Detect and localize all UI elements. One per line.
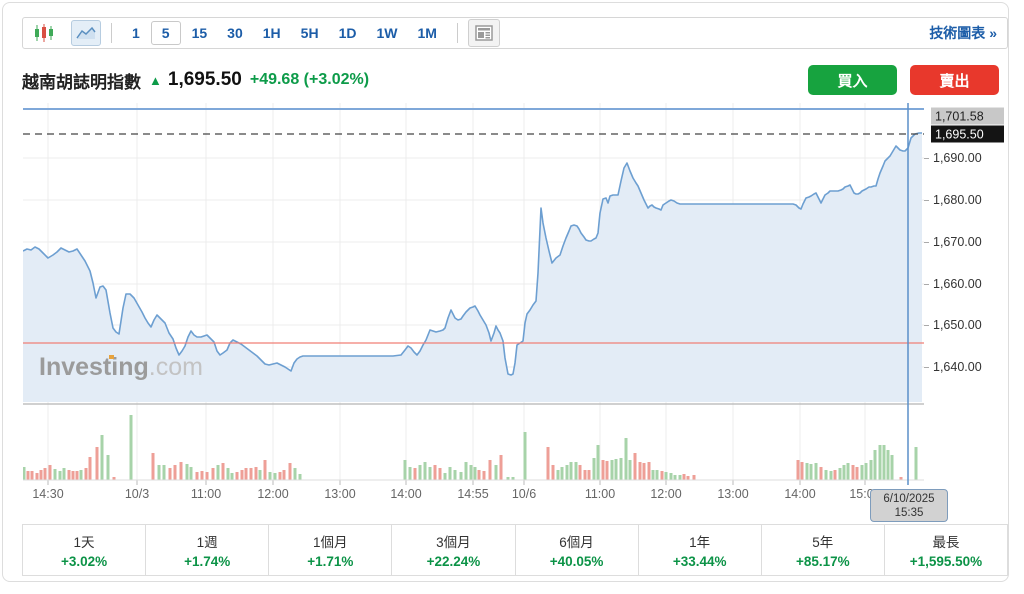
price-change: +49.68 (+3.02%) — [249, 71, 370, 88]
time-axis-label: 14:00 — [390, 487, 422, 501]
volume-series — [23, 415, 918, 480]
candlestick-chart-icon[interactable] — [29, 20, 59, 46]
price-tick — [924, 158, 929, 159]
time-axis-label: 11:00 — [190, 487, 222, 501]
price-tick — [924, 284, 929, 285]
quote-header: 越南胡誌明指數 ▲ 1,695.50 +49.68 (+3.02%) 買入 賣出 — [22, 61, 1008, 99]
performance-period-label: 1個月 — [313, 535, 348, 550]
price-axis-label: 1,690.00 — [933, 151, 982, 165]
performance-period-label: 1天 — [73, 535, 95, 550]
up-arrow-icon: ▲ — [149, 72, 162, 88]
performance-period-label: 3個月 — [436, 535, 471, 550]
price-chart[interactable] — [23, 103, 924, 485]
price-axis-label: 1,640.00 — [933, 360, 982, 374]
performance-cell-4: 3個月 +22.24% — [391, 525, 514, 575]
performance-value: +85.17% — [795, 554, 850, 569]
performance-value: +3.02% — [60, 554, 108, 569]
price-axis-label: 1,650.00 — [933, 318, 982, 332]
performance-period-label: 最長 — [932, 535, 960, 550]
interval-1m[interactable]: 1M — [417, 25, 437, 41]
performance-period-label: 1週 — [196, 535, 218, 550]
time-axis-label: 11:00 — [584, 487, 616, 501]
performance-period-label: 6個月 — [559, 535, 594, 550]
price-axis-label: 1,680.00 — [933, 193, 982, 207]
time-axis-label: 14:30 — [32, 487, 64, 501]
price-axis-label: 1,670.00 — [933, 235, 982, 249]
interval-1h[interactable]: 1H — [262, 25, 281, 41]
tooltip-date: 6/10/2025 — [883, 492, 935, 505]
performance-period-label: 5年 — [812, 535, 834, 550]
candlestick-glyph — [35, 24, 53, 42]
performance-cell-7: 5年 +85.17% — [760, 525, 884, 575]
price-area-fill — [23, 133, 922, 402]
chart-toolbar: 1 5 15 30 1H 5H 1D 1W 1M 技術圖表 » — [22, 17, 1008, 49]
performance-cell-1: 1天 +3.02% — [23, 525, 145, 575]
time-axis-label: 13:00 — [717, 487, 749, 501]
price-line-series — [23, 132, 922, 376]
interval-15[interactable]: 15 — [191, 25, 208, 41]
chart-widget-card: 1 5 15 30 1H 5H 1D 1W 1M 技術圖表 » 越南胡誌明指數 ▲ 1,695.… — [2, 2, 1009, 582]
technical-chart-link[interactable]: 技術圖表 » — [929, 25, 997, 41]
performance-value: +1.71% — [307, 554, 354, 569]
performance-value: +40.05% — [549, 554, 604, 569]
performance-cell-8: 最長 +1,595.50% — [883, 525, 1007, 575]
performance-cell-2: 1週 +1.74% — [145, 525, 268, 575]
performance-cell-5: 6個月 +40.05% — [514, 525, 638, 575]
interval-1d[interactable]: 1D — [338, 25, 357, 41]
sell-button[interactable]: 賣出 — [910, 65, 999, 95]
price-tick — [924, 325, 929, 326]
time-axis-label: 10/3 — [124, 487, 150, 501]
performance-cell-3: 1個月 +1.71% — [268, 525, 391, 575]
news-glyph — [475, 25, 493, 41]
instrument-name: 越南胡誌明指數 — [22, 72, 141, 92]
interval-1[interactable]: 1 — [132, 25, 140, 41]
area-chart-glyph — [76, 26, 96, 39]
performance-value: +33.44% — [672, 554, 727, 569]
tooltip-time: 15:35 — [894, 506, 924, 519]
interval-5[interactable]: 5 — [150, 21, 181, 45]
buy-button[interactable]: 買入 — [808, 65, 897, 95]
interval-5h[interactable]: 5H — [300, 25, 319, 41]
interval-selector: 1 5 15 30 1H 5H 1D 1W 1M — [122, 21, 447, 45]
performance-period-label: 1年 — [689, 535, 711, 550]
toolbar-divider — [111, 23, 112, 43]
performance-table: 1天 +3.02% 1週 +1.74% 1個月 +1.71% 3個月 +22.24% 6個月 +4… — [22, 524, 1008, 576]
time-axis-label: 12:00 — [650, 487, 682, 501]
toolbar-divider — [456, 23, 458, 43]
performance-value: +1.74% — [184, 554, 231, 569]
time-axis-label: 13:00 — [324, 487, 356, 501]
price-tick — [924, 200, 929, 201]
last-price-badge: 1,695.50 — [931, 125, 1004, 143]
performance-value: +22.24% — [426, 554, 481, 569]
interval-30[interactable]: 30 — [227, 25, 243, 41]
performance-cell-6: 1年 +33.44% — [637, 525, 761, 575]
crosshair-time-tooltip: 6/10/2025 15:35 — [870, 489, 948, 522]
news-panel-icon[interactable] — [467, 19, 500, 47]
interval-1w[interactable]: 1W — [376, 25, 398, 41]
area-chart-icon[interactable] — [71, 20, 101, 46]
price-tick — [924, 242, 929, 243]
time-axis-label: 14:00 — [784, 487, 816, 501]
time-axis-label: 14:55 — [457, 487, 489, 501]
price-axis-label: 1,660.00 — [933, 277, 982, 291]
price-tick — [924, 367, 929, 368]
session-high-badge: 1,701.58 — [931, 107, 1004, 125]
performance-value: +1,595.50% — [909, 554, 983, 569]
time-axis-label: 10/6 — [511, 487, 537, 501]
time-axis-label: 12:00 — [257, 487, 289, 501]
last-price: 1,695.50 — [167, 69, 242, 90]
